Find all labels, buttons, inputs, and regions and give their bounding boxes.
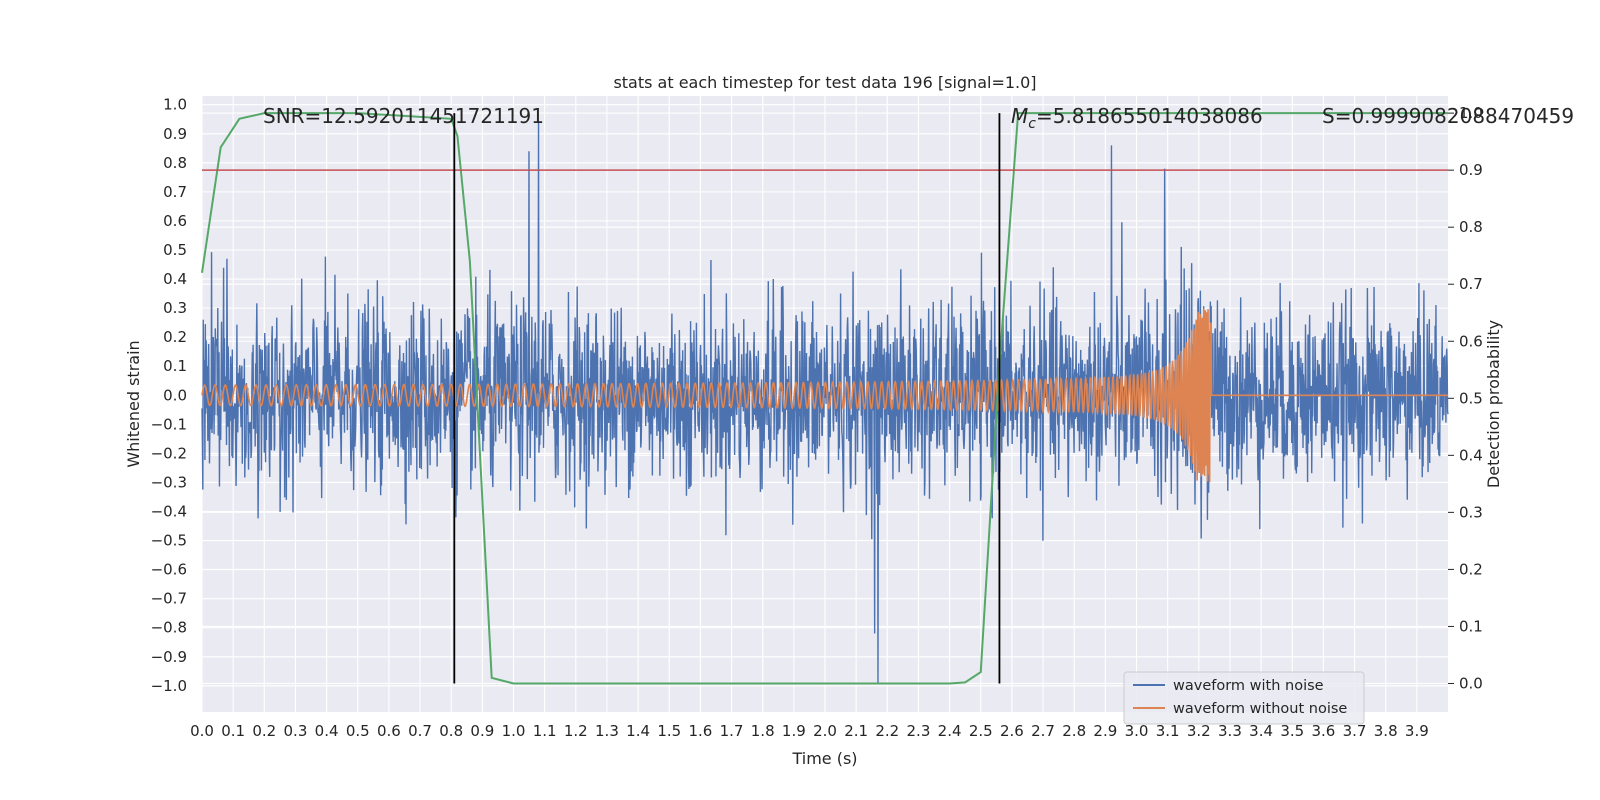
x-tick-label: 3.1	[1156, 722, 1180, 740]
x-tick-label: 0.0	[190, 722, 214, 740]
y-left-tick-label: −0.7	[151, 590, 187, 608]
y-left-tick-label: −0.5	[151, 532, 187, 550]
y-left-tick-label: −0.6	[151, 561, 187, 579]
y-left-tick-label: −1.0	[151, 677, 187, 695]
y-left-tick-label: −0.8	[151, 619, 187, 637]
y-left-tick-label: 0.8	[163, 154, 187, 172]
x-tick-label: 3.5	[1280, 722, 1304, 740]
x-tick-label: 3.4	[1249, 722, 1273, 740]
chart-title: stats at each timestep for test data 196…	[613, 73, 1036, 92]
x-axis-ticks: 0.0 0.1 0.2 0.3 0.4 0.5 0.6 0.7 0.8 0.9 1.0 1.1 1.2 1…	[190, 722, 1429, 740]
s-annotation: S=0.9999082088470459	[1322, 104, 1574, 128]
x-tick-label: 1.8	[751, 722, 775, 740]
x-tick-label: 2.1	[844, 722, 868, 740]
y-left-tick-label: 0.0	[163, 386, 187, 404]
x-tick-label: 1.3	[595, 722, 619, 740]
x-tick-label: 2.7	[1031, 722, 1055, 740]
legend-label-clean: waveform without noise	[1173, 701, 1347, 717]
x-tick-label: 2.3	[907, 722, 931, 740]
x-tick-label: 2.5	[969, 722, 993, 740]
y-left-tick-label: 1.0	[163, 96, 187, 114]
y-right-tick-label: 0.0	[1459, 674, 1483, 692]
snr-annotation: SNR=12.592011451721191	[263, 104, 544, 128]
y-right-tick-label: 0.3	[1459, 503, 1483, 521]
x-tick-label: 2.9	[1093, 722, 1117, 740]
x-tick-label: 0.6	[377, 722, 401, 740]
chirp-mass-subscript: c	[1028, 116, 1036, 132]
x-tick-label: 2.4	[938, 722, 962, 740]
x-tick-label: 2.2	[875, 722, 899, 740]
y-left-tick-label: 0.3	[163, 299, 187, 317]
x-tick-label: 2.6	[1000, 722, 1024, 740]
x-tick-label: 0.5	[346, 722, 370, 740]
x-axis-label: Time (s)	[791, 749, 857, 768]
y-left-tick-label: 0.5	[163, 241, 187, 259]
y-axis-right-label: Detection probability	[1484, 320, 1503, 488]
x-tick-label: 0.2	[252, 722, 276, 740]
x-tick-label: 1.5	[657, 722, 681, 740]
x-tick-label: 3.9	[1405, 722, 1429, 740]
y-right-tick-label: 0.6	[1459, 332, 1483, 350]
x-tick-label: 1.9	[782, 722, 806, 740]
y-left-tick-label: 0.4	[163, 270, 187, 288]
y-left-tick-label: −0.4	[151, 503, 187, 521]
x-tick-label: 0.9	[470, 722, 494, 740]
x-tick-label: 3.2	[1187, 722, 1211, 740]
y-right-tick-label: 0.8	[1459, 218, 1483, 236]
series-waveform-without-noise	[201, 308, 1448, 483]
legend-label-noise: waveform with noise	[1173, 678, 1324, 694]
legend-box	[1123, 671, 1365, 725]
x-tick-label: 0.4	[315, 722, 339, 740]
x-tick-label: 0.8	[439, 722, 463, 740]
y-axis-right-ticks: 1.0 0.9 0.8 0.7 0.6 0.5 0.4 0.3 0.2 0.1 0.0	[1448, 104, 1483, 692]
y-left-tick-label: 0.6	[163, 212, 187, 230]
x-tick-label: 1.1	[533, 722, 557, 740]
x-tick-label: 0.1	[221, 722, 245, 740]
x-tick-label: 3.0	[1125, 722, 1149, 740]
y-left-tick-label: −0.9	[151, 648, 187, 666]
y-right-tick-label: 1.0	[1459, 104, 1483, 122]
chirp-mass-symbol: M	[1011, 104, 1028, 128]
x-tick-label: 1.4	[626, 722, 650, 740]
x-tick-label: 3.3	[1218, 722, 1242, 740]
y-right-tick-label: 0.4	[1459, 446, 1483, 464]
x-tick-label: 2.0	[813, 722, 837, 740]
y-left-tick-label: 0.2	[163, 328, 187, 346]
x-tick-label: 0.3	[284, 722, 308, 740]
y-axis-left-ticks: 1.0 0.9 0.8 0.7 0.6 0.5 0.4 0.3 0.2 0.1 0.0 −0.1 −0.…	[151, 96, 187, 695]
y-axis-left-label: Whitened strain	[124, 340, 143, 467]
y-left-tick-label: 0.9	[163, 125, 187, 143]
clean-waveform-line	[201, 308, 1448, 483]
x-tick-label: 2.8	[1062, 722, 1086, 740]
x-tick-label: 3.8	[1374, 722, 1398, 740]
y-right-tick-label: 0.5	[1459, 389, 1483, 407]
vertical-markers	[453, 113, 1001, 684]
y-left-tick-label: −0.3	[151, 473, 187, 491]
y-left-tick-label: −0.2	[151, 444, 187, 462]
y-right-tick-label: 0.2	[1459, 560, 1483, 578]
y-left-tick-label: 0.1	[163, 357, 187, 375]
y-left-tick-label: 0.7	[163, 183, 187, 201]
legend: waveform with noise waveform without noi…	[1123, 671, 1365, 725]
y-right-tick-label: 0.7	[1459, 275, 1483, 293]
x-tick-label: 1.7	[720, 722, 744, 740]
x-tick-label: 3.6	[1311, 722, 1335, 740]
x-tick-label: 1.6	[688, 722, 712, 740]
chirp-mass-value: =5.818655014038086	[1036, 104, 1263, 128]
x-tick-label: 0.7	[408, 722, 432, 740]
y-right-tick-label: 0.1	[1459, 617, 1483, 635]
chirp-mass-annotation: Mc=5.818655014038086	[1011, 104, 1263, 132]
x-tick-label: 3.7	[1343, 722, 1367, 740]
y-left-tick-label: −0.1	[151, 415, 187, 433]
x-tick-label: 1.0	[502, 722, 526, 740]
y-right-tick-label: 0.9	[1459, 161, 1483, 179]
x-tick-label: 1.2	[564, 722, 588, 740]
